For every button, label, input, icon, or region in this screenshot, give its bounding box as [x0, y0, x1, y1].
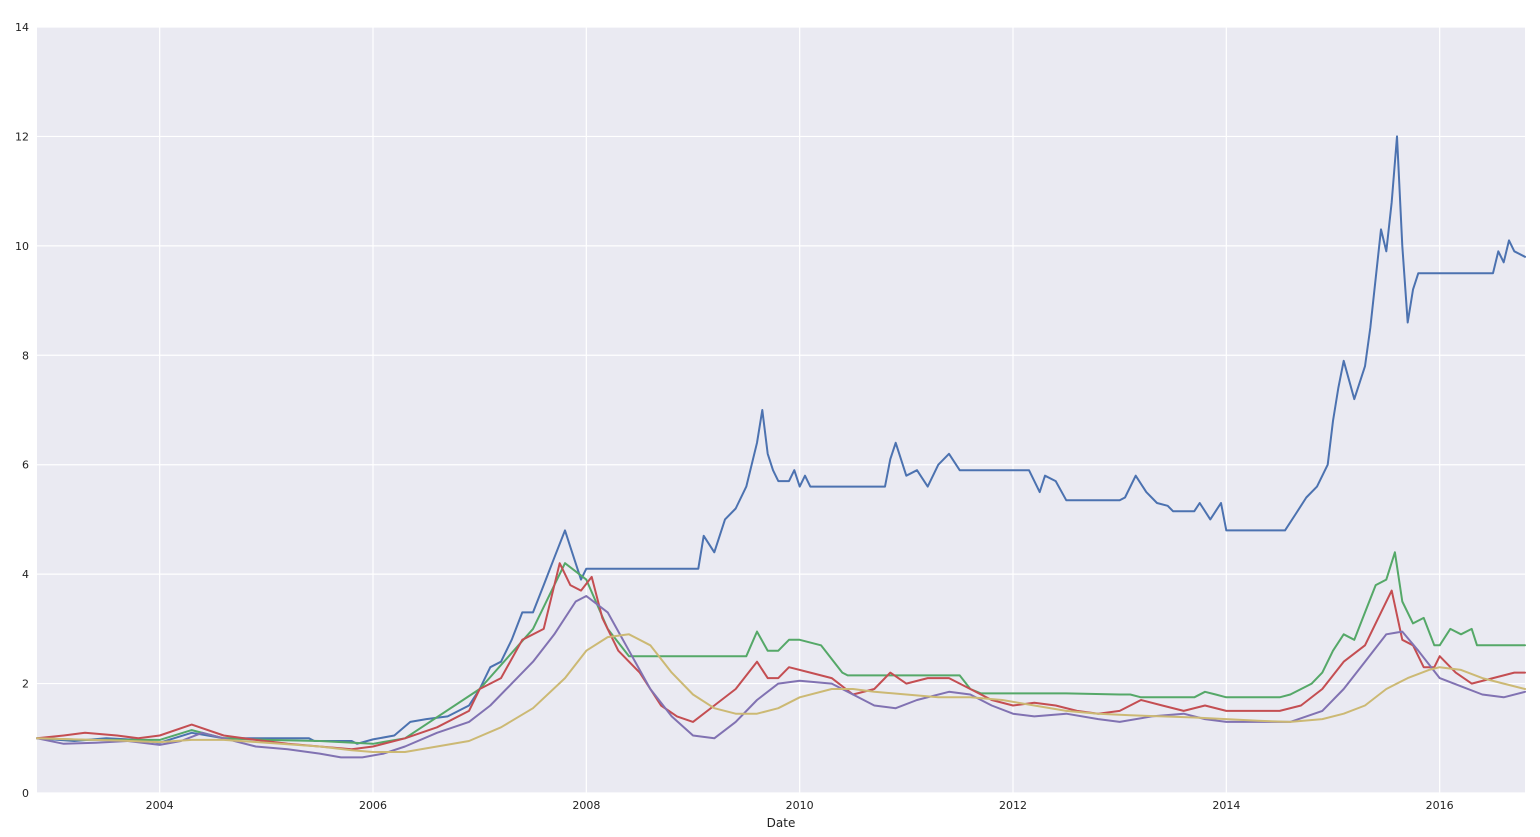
- x-tick-label: 2004: [146, 799, 174, 812]
- series-line-3: [36, 562, 1526, 751]
- x-tick-label: 2012: [999, 799, 1027, 812]
- series-lines: [36, 135, 1526, 759]
- y-tick-label: 4: [22, 568, 29, 581]
- x-tick-label: 2008: [572, 799, 600, 812]
- x-tick-label: 2010: [786, 799, 814, 812]
- series-line-2: [36, 551, 1526, 745]
- x-tick-label: 2006: [359, 799, 387, 812]
- y-tick-label: 14: [15, 21, 29, 34]
- y-axis-ticks: 0 2 4 6 8 10 12 14: [15, 21, 29, 800]
- grid-lines: [37, 26, 1525, 794]
- x-tick-label: 2014: [1212, 799, 1240, 812]
- y-tick-label: 10: [15, 240, 29, 253]
- series-line-1: [36, 135, 1526, 745]
- plot-area: [37, 27, 1525, 793]
- y-tick-label: 2: [22, 678, 29, 691]
- series-line-4: [36, 595, 1526, 759]
- y-tick-label: 6: [22, 459, 29, 472]
- x-axis-label: Date: [767, 816, 796, 830]
- series-line-5: [36, 633, 1526, 753]
- x-tick-label: 2016: [1426, 799, 1454, 812]
- y-tick-label: 0: [22, 787, 29, 800]
- y-tick-label: 8: [22, 349, 29, 362]
- x-axis-ticks: 2004 2006 2008 2010 2012 2014 2016: [146, 799, 1454, 812]
- y-tick-label: 12: [15, 130, 29, 143]
